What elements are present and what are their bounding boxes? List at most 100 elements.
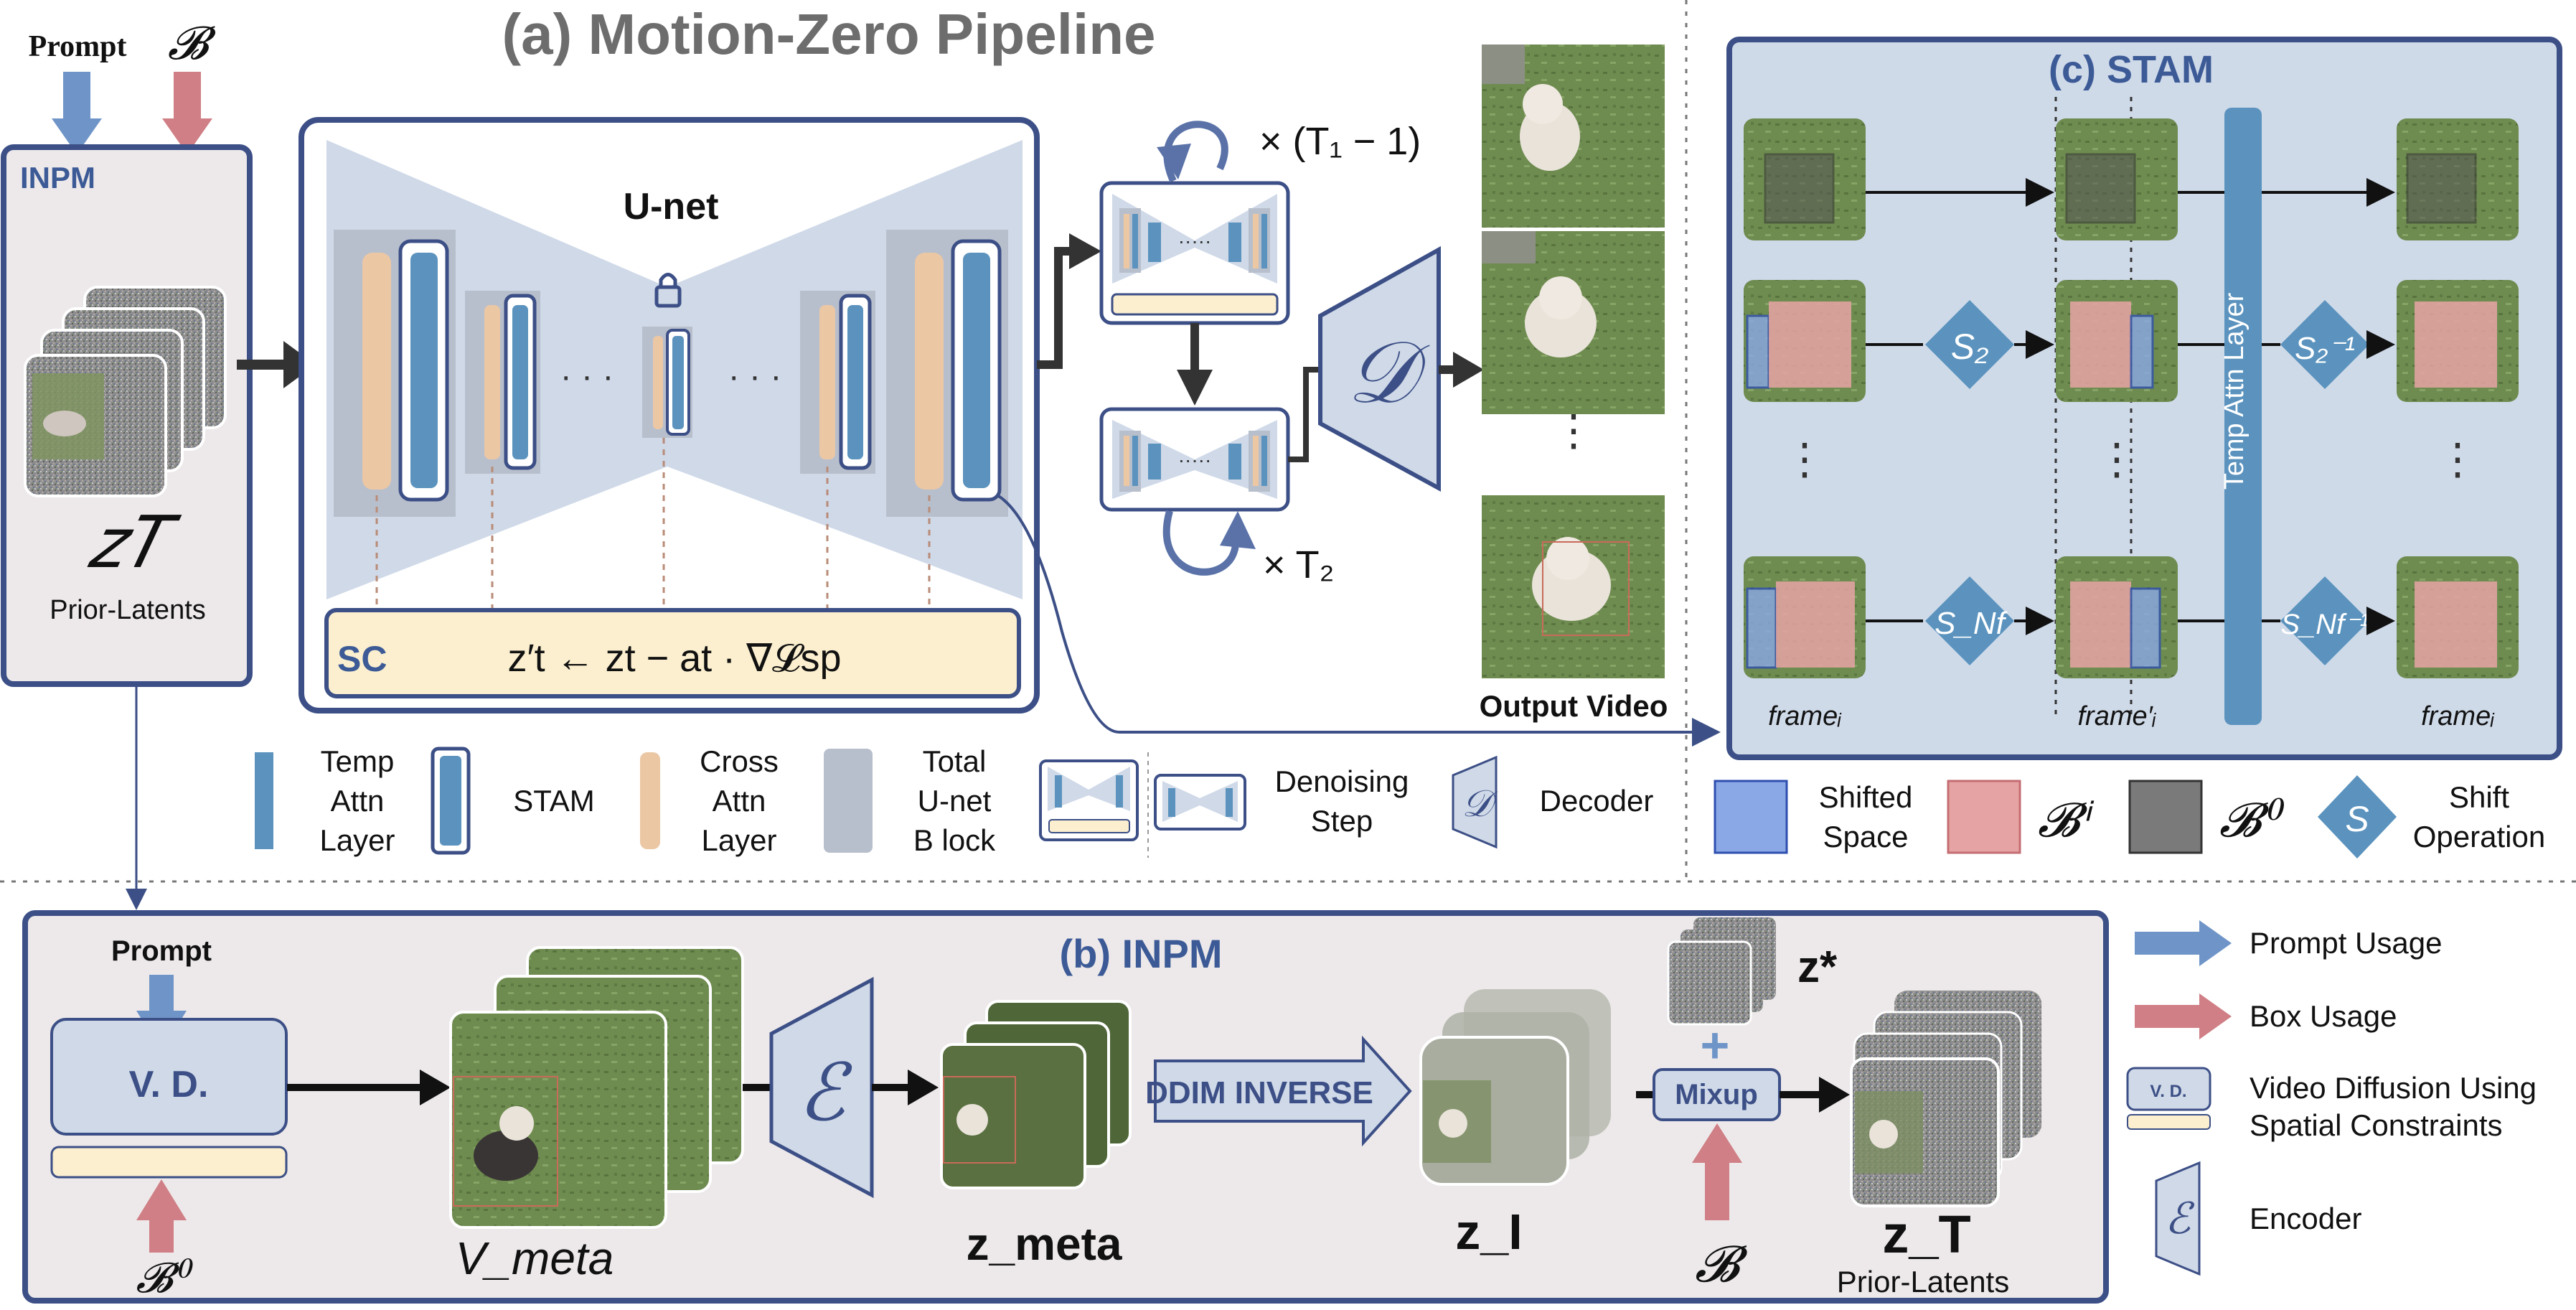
output-vdots: ⋮: [1552, 406, 1595, 454]
legend-prompt-usage-arrow: [2135, 920, 2232, 966]
output-label: Output Video: [1480, 689, 1668, 723]
ddim-label: DDIM INVERSE: [1145, 1075, 1373, 1110]
output-frame-3: [1482, 495, 1665, 678]
svg-text:·····: ·····: [1178, 230, 1212, 252]
legend-b0-swatch: [2128, 780, 2203, 854]
loop-arrow-2: [1162, 510, 1239, 576]
zi-label: z_I: [1455, 1204, 1522, 1260]
legend-c: Shifted Space 𝓑ⁱ 𝓑⁰ S Shift Operation: [1714, 775, 2545, 858]
mixup-label: Mixup: [1675, 1079, 1758, 1110]
unet-dots-right: · · ·: [728, 357, 782, 396]
sc-box: [324, 608, 1021, 698]
stam-vdots-3: ⋮: [2436, 435, 2479, 483]
lock-icon: [654, 273, 682, 308]
legend-total-unet-line1: Total: [923, 744, 987, 778]
shift-op-snf-inv: [2280, 576, 2369, 665]
legend-encoder-label: Encoder: [2250, 1202, 2361, 1235]
legend-box-usage: Box Usage: [2250, 999, 2397, 1033]
prompt-arrow-icon: [52, 72, 102, 154]
arrow-to-denoise: [1037, 247, 1076, 369]
stam-temp-attn-bar: [2224, 108, 2262, 725]
legend-cross-attn-line3: Layer: [701, 823, 776, 857]
frame-out-label: frameᵢ: [2421, 701, 2495, 731]
shift-op-snf: [1925, 576, 2014, 665]
legend-bi-swatch: [1947, 780, 2021, 854]
legend-temp-attn-line3: Layer: [319, 823, 395, 857]
legend-temp-attn-swatch: [255, 752, 273, 849]
legend-vdsc-line2: Spatial Constraints: [2250, 1108, 2503, 1142]
legend-b: Prompt Usage Box Usage V. D. Video Diffu…: [2126, 920, 2537, 1276]
legend-stam-label: STAM: [513, 784, 595, 818]
zt-final-caption: Prior-Latents: [1837, 1265, 2009, 1299]
denoising-step-1: ·····: [1099, 181, 1290, 325]
loop-2-label: × T₂: [1263, 543, 1335, 586]
inpm-panel-title: (b) INPM: [1059, 931, 1222, 976]
legend-decoder-label: Decoder: [1540, 784, 1654, 818]
legend-a: Temp Attn Layer STAM Cross Attn Layer To…: [255, 744, 1653, 858]
legend-box-usage-arrow: [2135, 993, 2232, 1039]
arrow-to-denoise-head: [1069, 233, 1101, 269]
legend-shift-symbol: S: [2345, 799, 2369, 839]
stam-row-2: S₂ S₂⁻¹: [1744, 280, 2519, 402]
shift-s2-inv-label: S₂⁻¹: [2295, 331, 2355, 366]
unet-dots-left: · · ·: [560, 357, 614, 396]
vd-box: [50, 1018, 288, 1136]
zmeta-label: z_meta: [967, 1218, 1122, 1270]
legend-temp-attn-line2: Attn: [331, 784, 385, 818]
box-arrow-icon: [162, 72, 212, 154]
arrow-to-decoder: [1288, 367, 1327, 462]
inpm-label: INPM: [20, 161, 95, 195]
arrow-to-output-head: [1453, 352, 1484, 388]
output-frame-1: [1482, 45, 1665, 228]
vd-label: V. D.: [129, 1064, 209, 1105]
legend-b0-label: 𝓑⁰: [2219, 793, 2285, 846]
inpm-b0: 𝓑⁰: [136, 1255, 194, 1301]
denoising-step-2: ·····: [1099, 407, 1290, 512]
inpm-prompt: Prompt: [111, 935, 212, 967]
stam-title: (c) STAM: [2049, 48, 2214, 91]
svg-text:·····: ·····: [1178, 449, 1212, 471]
mixup-box-arrow: [1692, 1123, 1742, 1220]
zstar-label: z*: [1797, 942, 1838, 992]
sc-formula: z′t ← zt − at · ∇𝓛sp: [507, 637, 841, 680]
shift-snf-inv-label: S_Nf⁻¹: [2280, 609, 2369, 640]
plus-sign: +: [1701, 1017, 1730, 1073]
legend-denoise-icon: [1039, 759, 1139, 841]
loop-arrow-1-head: [1157, 144, 1191, 179]
shift-s2-label: S₂: [1951, 327, 1988, 367]
vmeta-stack: [449, 946, 744, 1229]
loop-arrow-2-head: [1220, 511, 1256, 549]
legend-shift-line1: Shift: [2449, 780, 2509, 814]
vd-sc-bar: [50, 1146, 288, 1179]
encoder-shape: [769, 976, 874, 1199]
unet-block-right-outer: [886, 230, 1008, 517]
legend-prompt-usage: Prompt Usage: [2250, 926, 2442, 960]
box-symbol: 𝓑: [168, 17, 217, 69]
zt-symbol: 𝑧𝑇: [86, 502, 182, 583]
zt-stack: [1850, 991, 2041, 1207]
stam-vdots-2: ⋮: [2095, 435, 2138, 483]
zmeta-stack: [940, 1000, 1132, 1189]
unet-block-left-outer: [334, 230, 456, 517]
unet-block-right-inner: [800, 291, 875, 474]
legend-denoising-line2: Step: [1311, 804, 1373, 838]
legend-shifted-line2: Space: [1823, 820, 1908, 853]
sc-connectors: [375, 438, 931, 610]
sc-label: SC: [337, 639, 387, 679]
unet-block-middle: [642, 327, 692, 438]
legend-vdsc-line1: Video Diffusion Using: [2250, 1071, 2537, 1105]
legend-shifted-line1: Shifted: [1819, 780, 1913, 814]
unet-block-left-inner: [465, 291, 540, 474]
stam-vdots-1: ⋮: [1783, 435, 1826, 483]
decoder-shape: [1318, 245, 1441, 492]
output-frame-2: [1482, 231, 1665, 414]
legend-total-unet-line3: B lock: [913, 823, 996, 857]
prompt-label: Prompt: [29, 30, 127, 63]
legend-decoder-icon: [1452, 755, 1498, 849]
zt-caption: Prior-Latents: [50, 595, 206, 625]
stam-row-1: [1744, 118, 2519, 240]
legend-cross-attn-line2: Attn: [713, 784, 766, 818]
legend-denoise-icon-2: [1154, 774, 1246, 831]
unet-label: U-net: [624, 186, 719, 228]
